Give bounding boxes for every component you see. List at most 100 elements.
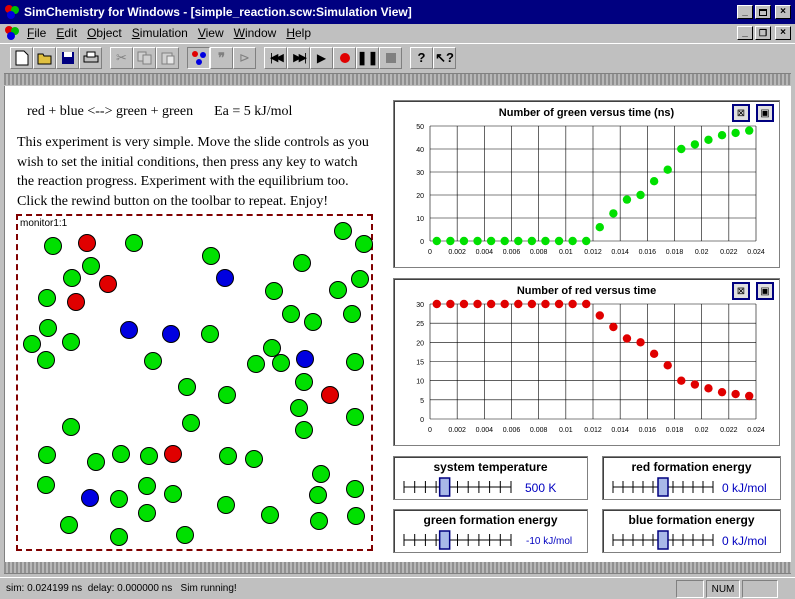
maximize-icon xyxy=(759,8,767,16)
cut-button[interactable]: ✂ xyxy=(110,46,133,69)
control-value: -10 kJ/mol xyxy=(526,536,573,547)
green-molecule xyxy=(23,335,41,353)
control-blue-formation-energy: blue formation energy 0 kJ/mol xyxy=(602,509,781,553)
open-button[interactable] xyxy=(33,46,56,69)
slider-thumb[interactable] xyxy=(657,530,669,550)
x-tick-label: 0.02 xyxy=(695,427,709,434)
blue-energy-slider[interactable] xyxy=(609,529,717,551)
control-system-temperature: system temperature 500 K xyxy=(393,456,588,500)
menu-item[interactable]: Simulation xyxy=(131,26,188,40)
save-disk-icon: ▣ xyxy=(760,285,770,297)
green-molecule xyxy=(346,408,364,426)
control-value: 0 kJ/mol xyxy=(722,481,767,495)
blue-molecule xyxy=(120,321,138,339)
simulation-monitor[interactable]: monitor1:1 xyxy=(16,214,373,551)
equation-text: red + blue <--> green + green xyxy=(27,104,194,119)
slider-thumb[interactable] xyxy=(438,477,451,497)
menu-item[interactable]: View xyxy=(197,26,224,40)
red-molecule xyxy=(99,275,117,293)
rewind-button[interactable]: |◀◀ xyxy=(264,46,287,69)
green-molecule xyxy=(295,373,313,391)
save-button[interactable] xyxy=(56,46,79,69)
play-button[interactable]: ▶ xyxy=(310,46,333,69)
fast-forward-icon: ▶▶| xyxy=(293,52,307,64)
green-molecule xyxy=(265,282,283,300)
temperature-slider[interactable] xyxy=(400,476,515,498)
plot-zoom-button[interactable]: ⊠ xyxy=(732,104,750,122)
plot-title: Number of green versus time (ns) xyxy=(498,107,675,119)
mdi-close-button[interactable]: × xyxy=(775,26,791,40)
green-molecule xyxy=(62,333,80,351)
plot-zoom-button[interactable]: ⊠ xyxy=(732,282,750,300)
close-icon: × xyxy=(780,6,786,17)
slider-thumb[interactable] xyxy=(657,477,669,497)
context-help-button[interactable]: ↖? xyxy=(433,46,456,69)
rewind-icon: |◀◀ xyxy=(270,52,284,64)
copy-button[interactable] xyxy=(133,46,156,69)
new-button[interactable] xyxy=(10,46,33,69)
close-button[interactable]: × xyxy=(775,5,791,19)
menu-item[interactable]: File xyxy=(27,26,47,40)
x-tick-label: 0 xyxy=(428,427,432,434)
quote-button[interactable]: ❞ xyxy=(210,46,233,69)
zoom-icon: ⊠ xyxy=(736,285,746,297)
y-tick-label: 0 xyxy=(420,239,424,246)
green-molecule xyxy=(202,247,220,265)
mdi-minimize-button[interactable]: _ xyxy=(737,26,753,40)
data-point xyxy=(541,236,550,246)
record-button[interactable] xyxy=(333,46,356,69)
green-energy-slider[interactable] xyxy=(400,529,515,551)
bottom-separator-bar xyxy=(4,562,791,574)
mdi-restore-button[interactable]: ❐ xyxy=(755,26,771,40)
green-molecule xyxy=(219,447,237,465)
x-tick-label: 0.012 xyxy=(584,427,602,434)
green-molecule xyxy=(217,496,235,514)
plot-save-button[interactable]: ▣ xyxy=(756,282,774,300)
data-point xyxy=(636,190,645,200)
data-point xyxy=(745,126,754,135)
data-point xyxy=(514,299,523,309)
data-point xyxy=(473,236,482,246)
data-point xyxy=(473,299,482,309)
document-icon[interactable] xyxy=(4,25,20,41)
data-point xyxy=(622,195,632,204)
data-point xyxy=(649,349,659,359)
stop-button[interactable] xyxy=(379,46,402,69)
molecule-button[interactable] xyxy=(187,46,210,69)
plot-save-button[interactable]: ▣ xyxy=(756,104,774,122)
menu-item[interactable]: Object xyxy=(87,26,122,40)
step-button[interactable]: ⊳ xyxy=(233,46,256,69)
green-molecule xyxy=(329,281,347,299)
data-point xyxy=(582,299,591,309)
green-molecule xyxy=(282,305,300,323)
data-point xyxy=(677,376,686,385)
minimize-button[interactable]: _ xyxy=(737,5,753,19)
menu-item[interactable]: Window xyxy=(233,26,277,40)
green-molecule xyxy=(309,486,327,504)
maximize-button[interactable] xyxy=(755,5,771,19)
reaction-equation: red + blue <--> green + green Ea = 5 kJ/… xyxy=(27,104,292,120)
red-energy-slider[interactable] xyxy=(609,476,717,498)
data-point xyxy=(459,236,469,246)
print-button[interactable] xyxy=(79,46,102,69)
data-point xyxy=(432,299,441,309)
green-molecule xyxy=(140,447,158,465)
save-disk-icon xyxy=(61,51,74,64)
menu-item[interactable]: Help xyxy=(286,26,311,40)
data-point xyxy=(432,236,441,246)
menu-item[interactable]: Edit xyxy=(56,26,78,40)
control-title: system temperature xyxy=(433,460,548,474)
pause-button[interactable]: ❚❚ xyxy=(356,46,379,69)
data-point xyxy=(446,236,455,246)
fast-forward-button[interactable]: ▶▶| xyxy=(287,46,310,69)
green-molecule xyxy=(125,234,143,252)
record-icon xyxy=(339,52,350,63)
open-folder-icon xyxy=(37,53,51,64)
slider-thumb[interactable] xyxy=(438,530,451,550)
paste-button[interactable] xyxy=(156,46,179,69)
monitor-label: monitor1:1 xyxy=(20,218,68,229)
help-button[interactable]: ? xyxy=(410,46,433,69)
green-molecule xyxy=(334,222,352,240)
blue-molecule xyxy=(216,269,234,287)
data-point xyxy=(568,299,577,309)
